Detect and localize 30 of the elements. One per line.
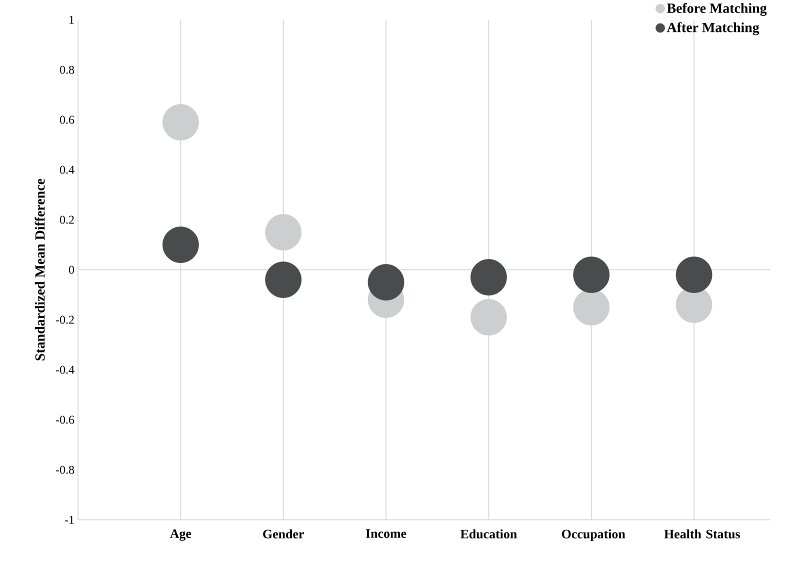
point xyxy=(162,226,199,264)
x-tick-label: Age xyxy=(170,529,192,541)
legend-label: Before Matching xyxy=(666,3,767,16)
point xyxy=(470,259,507,296)
y-tick-label: 0.4 xyxy=(60,166,74,174)
x-tick-label: Health Status xyxy=(664,529,740,539)
y-tick-label: -0.2 xyxy=(56,316,74,324)
y-tick-label: 0.6 xyxy=(60,116,74,124)
y-axis-title: Standardized Mean Difference xyxy=(34,178,45,360)
point xyxy=(265,214,302,251)
y-tick-label: -0.4 xyxy=(56,366,74,374)
x-tick-label: Income xyxy=(366,529,406,538)
point xyxy=(573,289,610,326)
x-tick-label: Education xyxy=(460,529,517,539)
y-tick-label: 0.2 xyxy=(60,216,74,224)
y-tick-label: 0 xyxy=(68,266,74,274)
point xyxy=(676,256,712,294)
x-tick-label: Gender xyxy=(263,529,304,539)
y-tick-label: -1 xyxy=(64,516,74,524)
y-tick-label: -0.6 xyxy=(56,416,74,424)
y-tick-label: -0.8 xyxy=(56,466,74,474)
legend-label: After Matching xyxy=(666,22,760,36)
point xyxy=(573,256,610,294)
point xyxy=(368,264,404,301)
point xyxy=(470,299,507,336)
x-tick-label: Occupation xyxy=(562,529,626,542)
point xyxy=(265,262,302,298)
y-tick-label: 1 xyxy=(70,16,74,24)
point xyxy=(162,104,199,141)
y-tick-label: 0.8 xyxy=(60,66,74,74)
